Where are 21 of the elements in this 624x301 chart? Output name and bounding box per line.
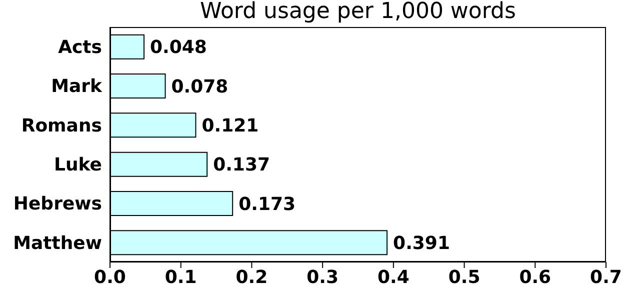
data-label: 0.173 xyxy=(238,194,296,215)
y-tick-label: Matthew xyxy=(13,232,102,254)
data-label: 0.078 xyxy=(171,76,228,98)
data-label: 0.137 xyxy=(213,154,270,176)
x-tick-label: 0.5 xyxy=(448,266,480,288)
x-tick-label: 0.2 xyxy=(236,266,268,288)
x-tick-label: 0.3 xyxy=(306,266,339,288)
y-tick-label: Luke xyxy=(54,154,102,176)
data-label: 0.048 xyxy=(150,37,207,58)
data-label: 0.121 xyxy=(202,116,259,137)
x-tick-label: 0.0 xyxy=(94,266,126,288)
y-tick-label: Hebrews xyxy=(13,194,102,215)
x-tick-label: 0.4 xyxy=(377,266,410,288)
y-tick-label: Mark xyxy=(51,76,104,98)
chart-title: Word usage per 1,000 words xyxy=(199,0,517,24)
y-tick-label: Romans xyxy=(21,115,102,136)
x-tick-label: 0.1 xyxy=(164,266,197,288)
data-label: 0.391 xyxy=(393,233,450,254)
x-tick-label: 0.7 xyxy=(590,266,622,288)
x-tick-label: 0.6 xyxy=(519,266,552,288)
y-tick-label: Acts xyxy=(58,36,102,58)
